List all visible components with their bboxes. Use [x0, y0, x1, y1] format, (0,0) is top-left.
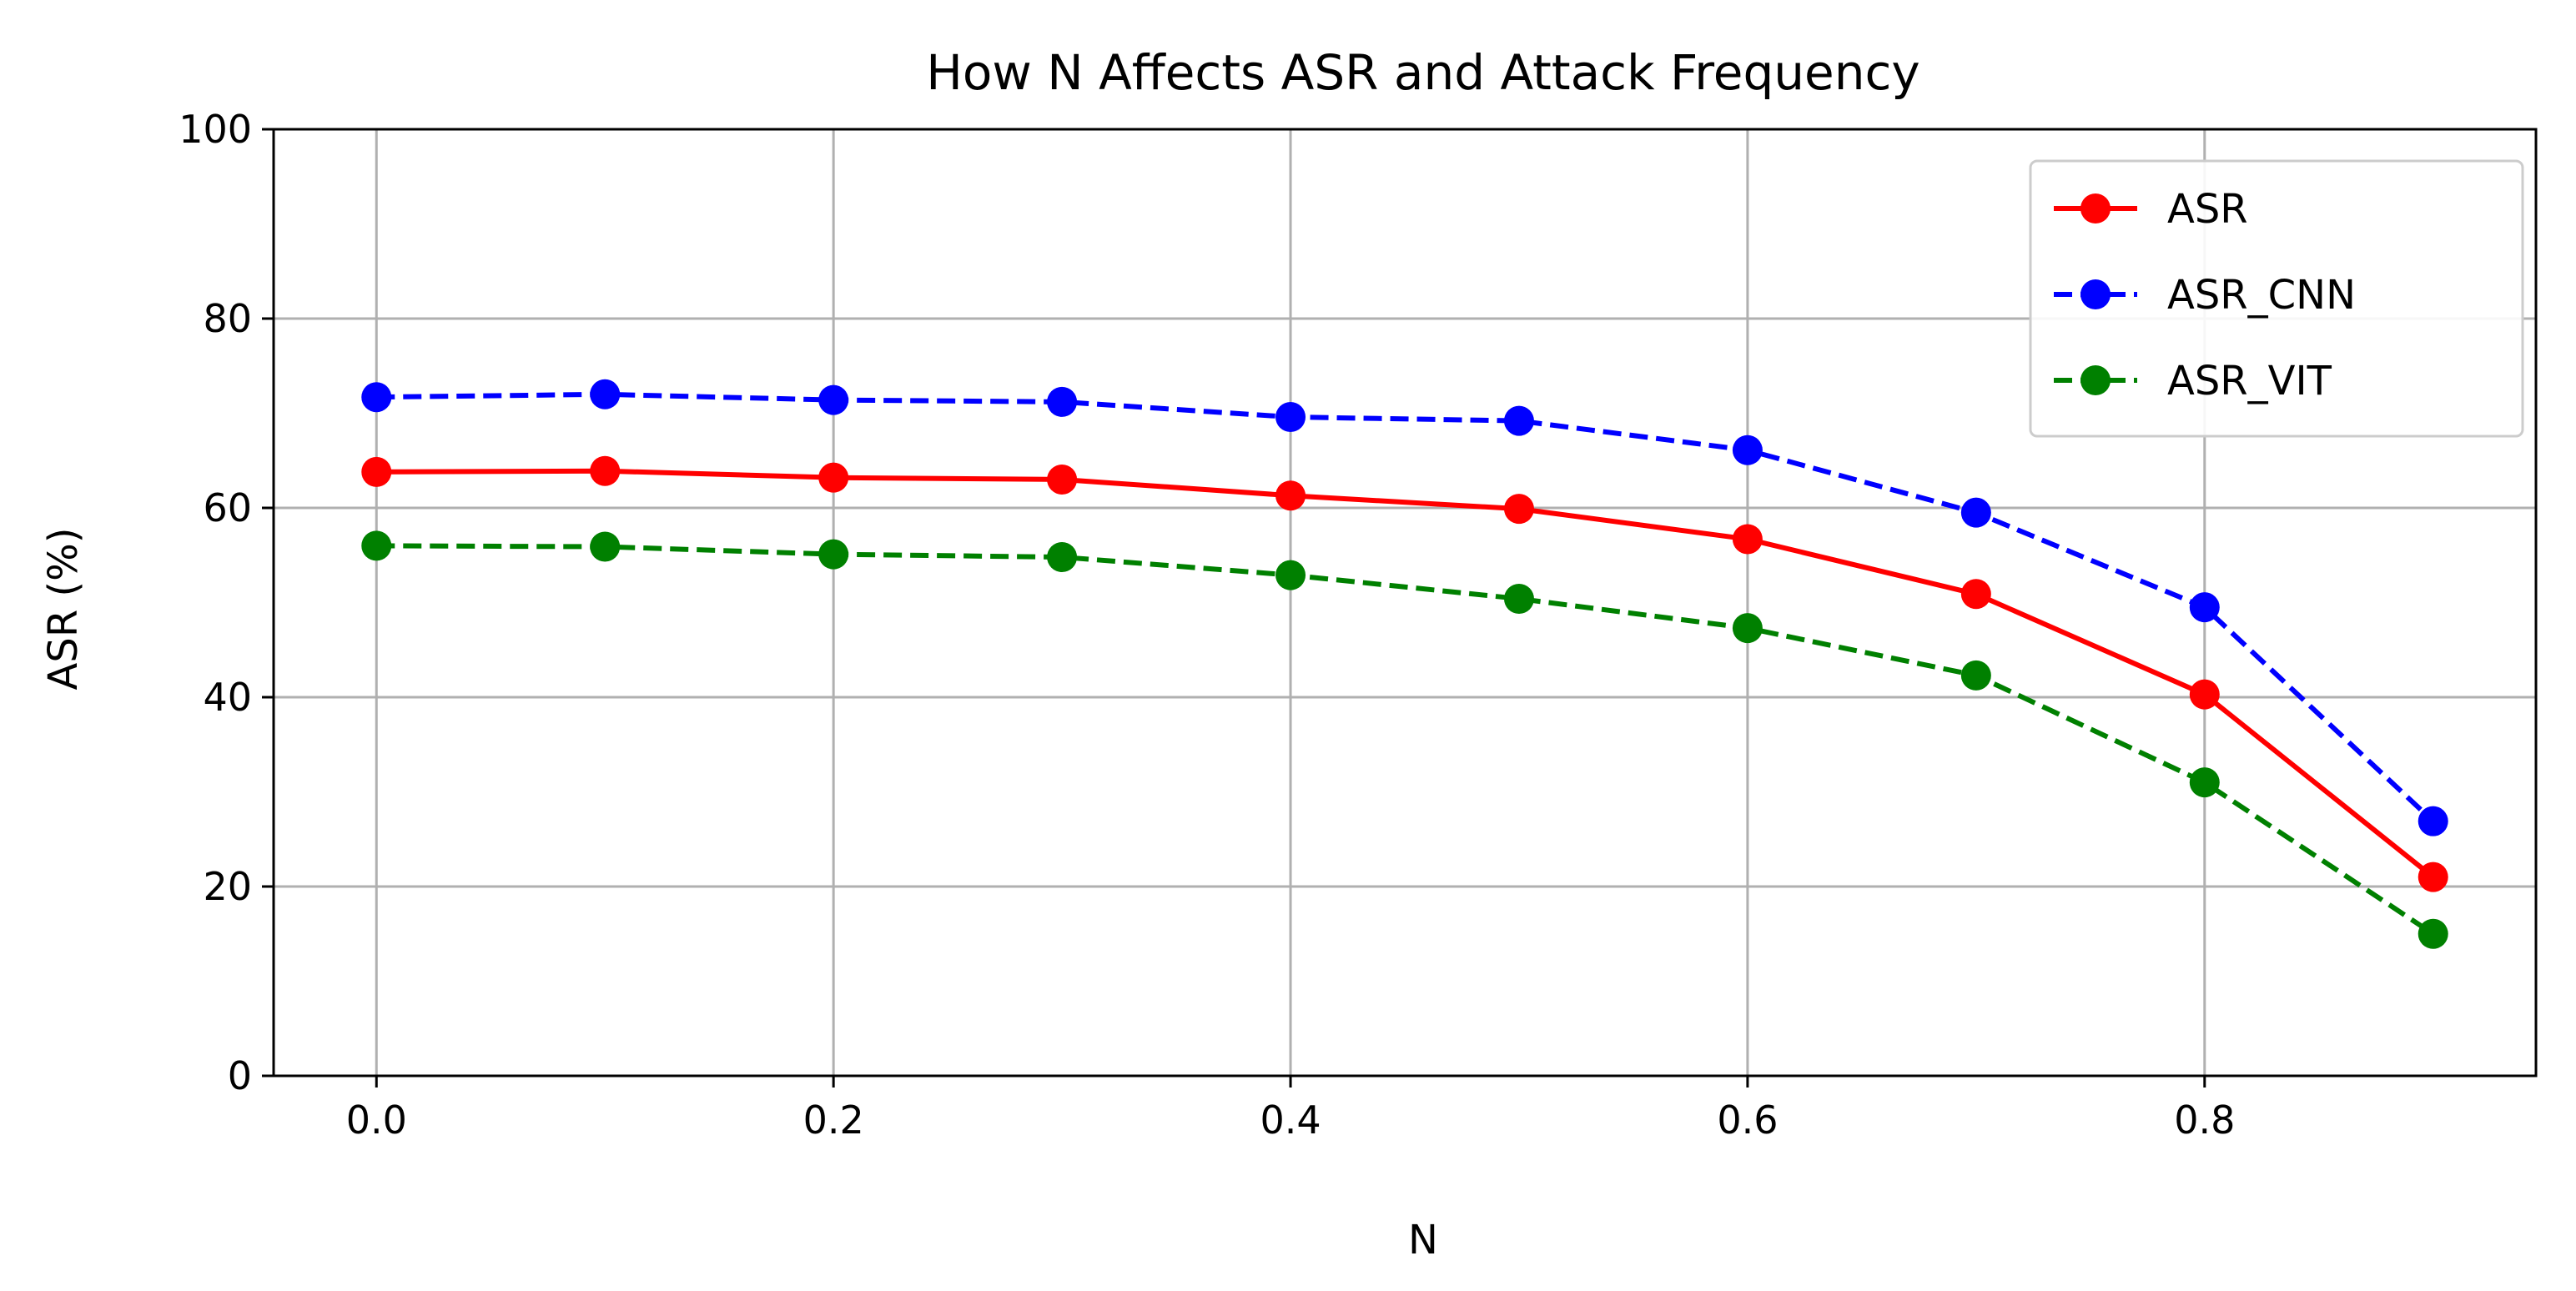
data-point-asr-cnn — [2418, 806, 2448, 836]
y-tick-label: 80 — [203, 296, 252, 341]
series-asr-cnn — [361, 379, 2448, 836]
y-tick-label: 20 — [203, 864, 252, 909]
x-axis-label: N — [1408, 1217, 1438, 1263]
y-tick-label: 100 — [179, 107, 252, 152]
x-tick-label: 0.0 — [346, 1098, 407, 1143]
series-asr — [361, 455, 2448, 892]
y-tick-label: 0 — [228, 1053, 252, 1098]
series-line-asr-cnn — [376, 391, 2435, 823]
legend-label: ASR_VIT — [2167, 358, 2332, 404]
data-point-asr — [1732, 524, 1763, 555]
data-point-asr — [818, 462, 849, 493]
data-point-asr — [1275, 480, 1306, 511]
data-point-asr — [590, 455, 621, 486]
data-point-asr-cnn — [1732, 435, 1763, 465]
data-point-asr — [1960, 579, 1991, 610]
data-point-asr — [2189, 679, 2220, 710]
series-line-asr-vit — [376, 543, 2435, 937]
legend-swatch-marker — [2080, 193, 2111, 224]
data-point-asr — [361, 456, 392, 487]
legend-label: ASR — [2167, 186, 2248, 233]
y-tick-label: 40 — [203, 675, 252, 720]
data-point-asr-vit — [361, 530, 392, 561]
legend-box — [2029, 159, 2524, 438]
series-layer — [361, 379, 2448, 949]
series-line-asr — [376, 468, 2435, 879]
x-tick-label: 0.2 — [803, 1098, 864, 1143]
data-point-asr-vit — [1275, 560, 1306, 590]
series-asr-vit — [361, 530, 2448, 949]
legend-label: ASR_CNN — [2167, 272, 2356, 319]
data-point-asr-vit — [2418, 918, 2448, 949]
legend: ASR ASR_CNN ASR_VIT — [2029, 159, 2524, 438]
plot-area-frame — [272, 128, 2538, 1078]
data-point-asr-vit — [1503, 583, 1534, 614]
data-point-asr-cnn — [361, 382, 392, 413]
data-point-asr-cnn — [2189, 592, 2220, 623]
data-point-asr-cnn — [1275, 402, 1306, 433]
y-tick-label: 60 — [203, 485, 252, 530]
x-tick-label: 0.6 — [1717, 1098, 1778, 1143]
legend-swatch-marker — [2080, 279, 2111, 309]
data-point-asr-cnn — [1960, 497, 1991, 528]
y-axis-label: ASR (%) — [40, 528, 87, 691]
x-tick-label: 0.8 — [2174, 1098, 2235, 1143]
data-point-asr — [1047, 464, 1078, 495]
data-point-asr-cnn — [818, 384, 849, 415]
data-point-asr-vit — [1047, 542, 1078, 573]
chart-title: How N Affects ASR and Attack Frequency — [926, 44, 1919, 101]
data-point-asr-vit — [1732, 613, 1763, 644]
legend-item-asr-cnn: ASR_CNN — [2054, 272, 2356, 319]
data-point-asr-cnn — [1047, 386, 1078, 417]
data-point-asr — [1503, 494, 1534, 525]
x-tick-label: 0.4 — [1260, 1098, 1321, 1143]
axis-ticks: 0.0 0.2 0.4 0.6 0.8 0 20 40 60 80 100 — [179, 107, 2235, 1143]
data-point-asr-cnn — [1503, 405, 1534, 436]
legend-item-asr-vit: ASR_VIT — [2054, 358, 2332, 404]
data-point-asr-vit — [2189, 767, 2220, 798]
legend-item-asr: ASR — [2054, 186, 2248, 233]
data-point-asr — [2418, 862, 2448, 892]
data-point-asr-vit — [818, 539, 849, 570]
legend-swatch-marker — [2080, 365, 2111, 395]
data-point-asr-cnn — [590, 379, 621, 409]
data-point-asr-vit — [1960, 660, 1991, 691]
data-point-asr-vit — [590, 531, 621, 562]
